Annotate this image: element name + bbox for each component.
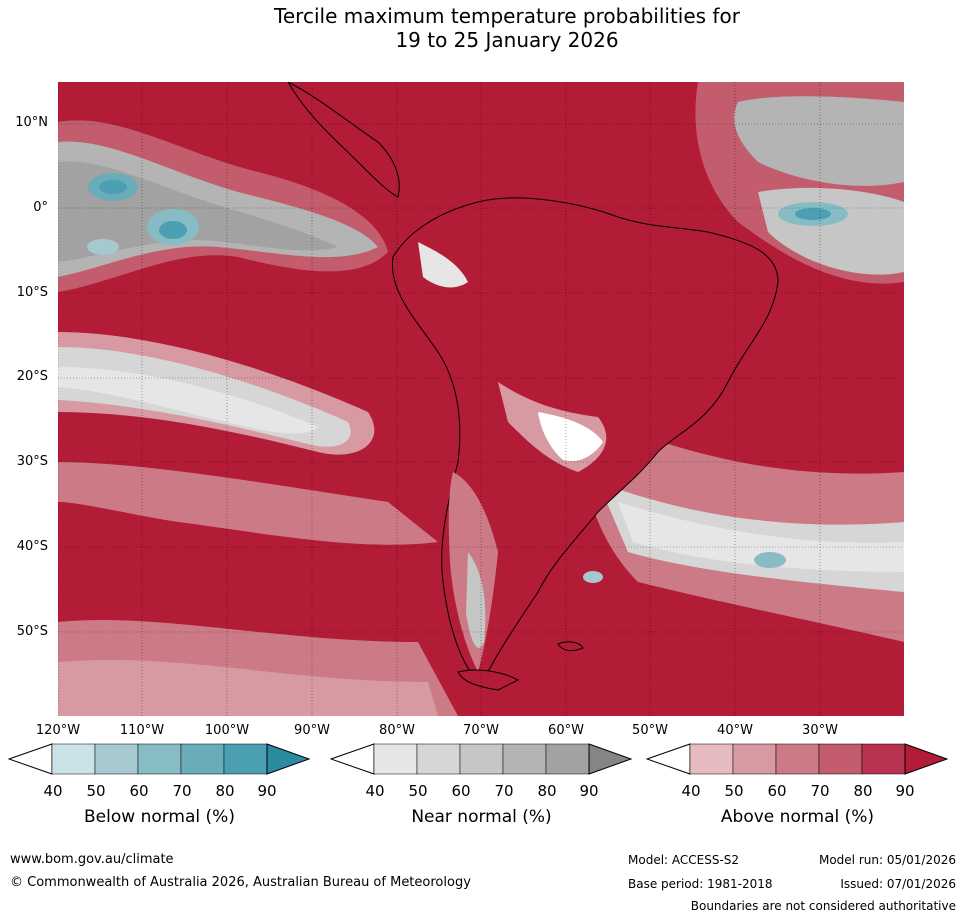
- near-tick-70: 70: [494, 782, 514, 800]
- above-cbar-seg-4: [818, 743, 863, 775]
- lon-label-50w: 50°W: [632, 723, 668, 738]
- probability-map: [58, 82, 904, 716]
- lon-label-110w: 110°W: [119, 723, 165, 738]
- title-line-1: Tercile maximum temperature probabilitie…: [274, 4, 740, 28]
- near-normal-title: Near normal (%): [411, 807, 552, 827]
- below-cbar-seg-6: [266, 743, 311, 775]
- lat-label-30s: 30°S: [16, 454, 48, 469]
- above-cbar-seg-2: [732, 743, 777, 775]
- model-text: Model: ACCESS-S2: [628, 853, 740, 867]
- above-tick-90: 90: [895, 782, 915, 800]
- lon-label-100w: 100°W: [204, 723, 250, 738]
- above-cbar-seg-6: [904, 743, 949, 775]
- lon-label-70w: 70°W: [463, 723, 499, 738]
- above-cbar-seg-3: [775, 743, 820, 775]
- above-cbar-seg-1: [689, 743, 734, 775]
- lat-label-0: 0°: [33, 200, 48, 215]
- above-cbar-seg-5: [861, 743, 906, 775]
- below-normal-title: Below normal (%): [84, 807, 235, 827]
- above-cbar-seg-0: [646, 743, 691, 775]
- below-cbar-seg-3: [137, 743, 182, 775]
- lon-label-80w: 80°W: [379, 723, 415, 738]
- below-cbar-seg-1: [51, 743, 96, 775]
- near-tick-80: 80: [537, 782, 557, 800]
- above-normal-colorbar: [646, 743, 949, 775]
- disclaimer-text: Boundaries are not considered authoritat…: [690, 899, 956, 913]
- near-cbar-seg-5: [545, 743, 590, 775]
- lat-label-40s: 40°S: [16, 539, 48, 554]
- near-tick-50: 50: [408, 782, 428, 800]
- lat-label-10n: 10°N: [15, 115, 48, 130]
- map-canvas: [58, 82, 904, 716]
- below-tick-80: 80: [215, 782, 235, 800]
- below-tick-40: 40: [43, 782, 63, 800]
- title-line-2: 19 to 25 January 2026: [395, 28, 619, 52]
- above-normal-title: Above normal (%): [720, 807, 875, 827]
- near-cbar-seg-3: [459, 743, 504, 775]
- below-normal-colorbar: [8, 743, 311, 775]
- lon-label-30w: 30°W: [802, 723, 838, 738]
- near-cbar-seg-1: [373, 743, 418, 775]
- lat-label-10s: 10°S: [16, 285, 48, 300]
- lon-label-120w: 120°W: [35, 723, 81, 738]
- issued-text: Issued: 07/01/2026: [840, 877, 956, 891]
- below-tick-70: 70: [172, 782, 192, 800]
- below-cbar-seg-0: [8, 743, 53, 775]
- copyright-text: © Commonwealth of Australia 2026, Austra…: [10, 875, 471, 890]
- lon-label-40w: 40°W: [717, 723, 753, 738]
- below-cbar-seg-4: [180, 743, 225, 775]
- near-cbar-seg-0: [330, 743, 375, 775]
- lon-label-90w: 90°W: [294, 723, 330, 738]
- above-tick-60: 60: [767, 782, 787, 800]
- near-cbar-seg-2: [416, 743, 461, 775]
- above-tick-70: 70: [810, 782, 830, 800]
- lon-label-60w: 60°W: [548, 723, 584, 738]
- model-run-text: Model run: 05/01/2026: [818, 853, 956, 867]
- lat-label-50s: 50°S: [16, 624, 48, 639]
- below-cbar-seg-5: [223, 743, 268, 775]
- near-cbar-seg-6: [588, 743, 633, 775]
- above-tick-50: 50: [724, 782, 744, 800]
- near-tick-40: 40: [365, 782, 385, 800]
- below-tick-60: 60: [129, 782, 149, 800]
- lat-label-20s: 20°S: [16, 369, 48, 384]
- above-tick-40: 40: [681, 782, 701, 800]
- below-cbar-seg-2: [94, 743, 139, 775]
- map-title: Tercile maximum temperature probabilitie…: [0, 4, 965, 52]
- near-tick-90: 90: [579, 782, 599, 800]
- near-cbar-seg-4: [502, 743, 547, 775]
- near-tick-60: 60: [451, 782, 471, 800]
- above-tick-80: 80: [853, 782, 873, 800]
- base-period-text: Base period: 1981-2018: [628, 877, 773, 891]
- below-tick-90: 90: [257, 782, 277, 800]
- below-tick-50: 50: [86, 782, 106, 800]
- near-normal-colorbar: [330, 743, 633, 775]
- website-link[interactable]: www.bom.gov.au/climate: [10, 852, 174, 867]
